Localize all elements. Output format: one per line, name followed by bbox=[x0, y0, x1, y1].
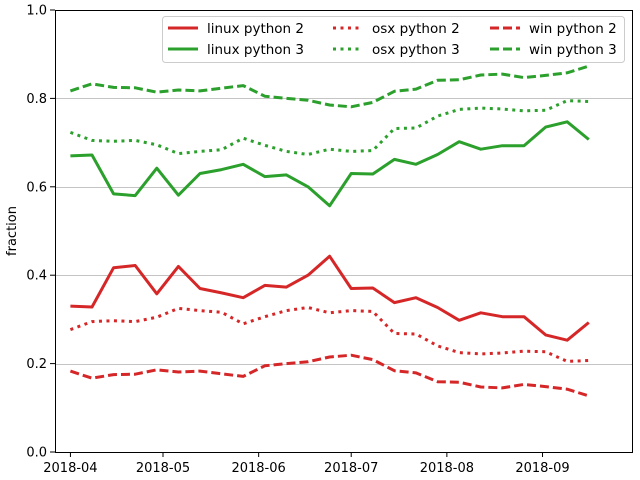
y-tick-label: 0.4 bbox=[26, 269, 47, 284]
x-axis-ticks: 2018-04 2018-05 2018-06 2018-07 2018-08 2018-… bbox=[43, 452, 570, 476]
x-tick-label: 2018-06 bbox=[231, 461, 285, 476]
x-tick-label: 2018-07 bbox=[324, 461, 378, 476]
legend-label: linux python 3 bbox=[207, 42, 304, 58]
series-line-1 bbox=[70, 120, 590, 208]
legend-label: win python 3 bbox=[529, 42, 617, 58]
x-tick-label: 2018-04 bbox=[43, 461, 97, 476]
y-tick-label: 0.8 bbox=[26, 92, 47, 107]
y-tick-label: 0.6 bbox=[26, 180, 47, 195]
y-tick-label: 1.0 bbox=[26, 4, 47, 19]
series-line-5 bbox=[69, 64, 590, 109]
y-axis-ticks: 0.0 0.2 0.4 0.6 0.8 1.0 bbox=[26, 4, 55, 461]
legend-label: linux python 2 bbox=[207, 21, 304, 37]
plot-frame bbox=[55, 10, 633, 453]
y-axis-label: fraction bbox=[5, 206, 20, 256]
y-tick-label: 0.0 bbox=[26, 446, 47, 461]
legend-label: osx python 2 bbox=[372, 21, 460, 37]
legend: linux python 2 linux python 3 osx python 2… bbox=[162, 16, 625, 63]
legend-label: win python 2 bbox=[529, 21, 617, 37]
y-tick-label: 0.2 bbox=[26, 357, 47, 372]
x-tick-label: 2018-09 bbox=[515, 461, 569, 476]
series-line-4 bbox=[69, 353, 590, 398]
series-line-0 bbox=[70, 254, 590, 342]
series-lines bbox=[69, 64, 590, 398]
x-tick-label: 2018-05 bbox=[136, 461, 190, 476]
x-tick-label: 2018-08 bbox=[420, 461, 474, 476]
legend-label: osx python 3 bbox=[372, 42, 460, 58]
